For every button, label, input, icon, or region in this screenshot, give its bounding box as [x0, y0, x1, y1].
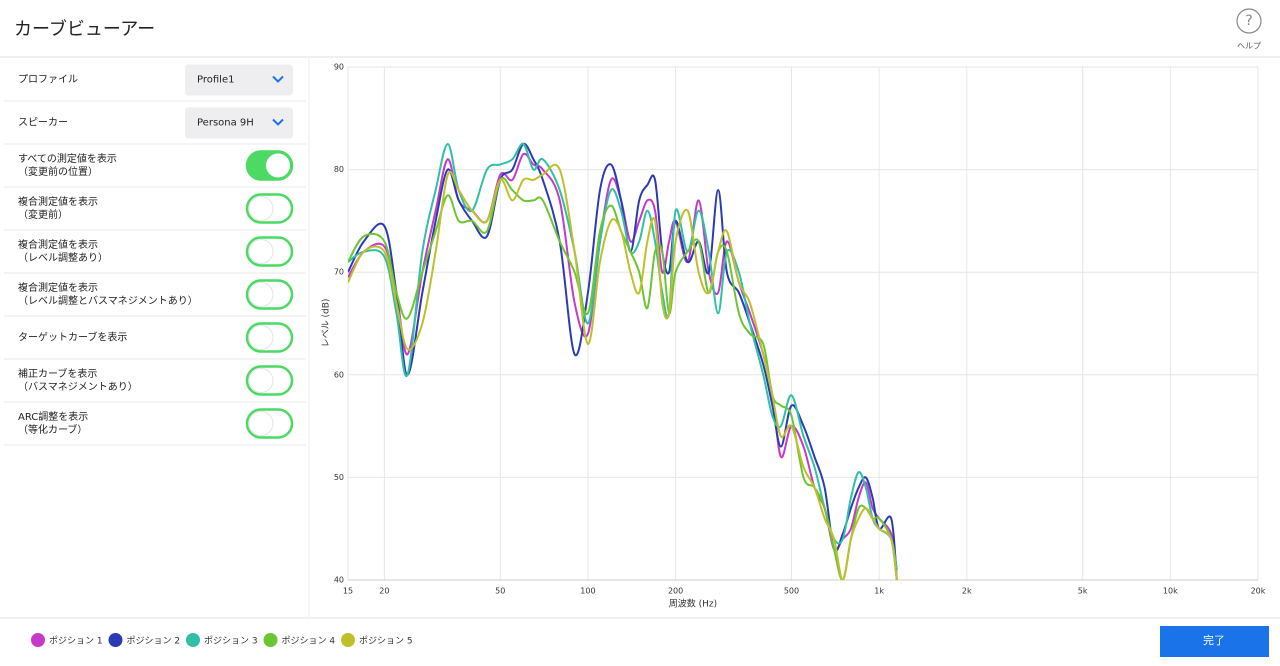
x-axis-label: 周波数 (Hz) — [669, 598, 717, 610]
toggle-knob[interactable] — [266, 153, 290, 178]
y-axis-label: レベル (dB) — [322, 299, 332, 348]
y-tick-label: 80 — [334, 165, 344, 174]
done-button[interactable] — [1160, 626, 1269, 657]
dropdown-value[interactable]: Persona 9H — [197, 118, 254, 129]
dropdown-chevron[interactable] — [272, 75, 284, 83]
help-button[interactable] — [1236, 8, 1262, 34]
x-tick-label: 10k — [1163, 587, 1178, 596]
setting-label: 補正カーブを表示 — [18, 367, 97, 380]
dropdown[interactable] — [185, 107, 293, 139]
x-tick-label: 100 — [580, 587, 595, 596]
toggle-knob[interactable] — [248, 239, 274, 264]
x-tick-label: 20 — [379, 587, 389, 596]
x-tick-label: 2k — [962, 587, 972, 596]
legend-swatch — [186, 633, 200, 647]
legend-swatch — [341, 633, 355, 647]
setting-label: プロファイル — [18, 74, 78, 86]
toggle-knob[interactable] — [248, 411, 274, 436]
x-tick-label: 5k — [1078, 587, 1088, 596]
help-icon[interactable]: ? — [1245, 13, 1252, 29]
legend-swatch — [108, 633, 123, 647]
legend-label: ポジション 3 — [204, 636, 258, 647]
setting-label: （バスマネジメントあり） — [18, 381, 138, 393]
setting-label: ARC調整を表示 — [18, 410, 88, 423]
page-title: カーブビューアー — [14, 18, 155, 40]
legend-swatch — [263, 633, 278, 647]
setting-label: 複合測定値を表示 — [18, 195, 98, 208]
setting-label: 複合測定値を表示 — [18, 281, 98, 294]
y-tick-label: 40 — [334, 576, 344, 585]
legend-label: ポジション 4 — [282, 636, 336, 647]
setting-label: （変更前） — [18, 208, 68, 221]
done-button-label[interactable]: 完了 — [1203, 633, 1225, 647]
legend-label: ポジション 1 — [49, 636, 103, 647]
toggle-knob[interactable] — [248, 282, 274, 307]
series-line — [348, 163, 898, 580]
toggle-knob[interactable] — [248, 368, 274, 393]
setting-label: （変更前の位置） — [18, 165, 98, 178]
toggle-knob[interactable] — [248, 196, 274, 221]
x-tick-label: 1k — [874, 587, 884, 596]
setting-label: （等化カーブ） — [18, 423, 87, 436]
y-tick-label: 50 — [334, 473, 344, 482]
series-line — [348, 142, 898, 580]
x-tick-label: 50 — [495, 587, 505, 596]
x-tick-label: 500 — [784, 587, 799, 596]
y-tick-label: 60 — [334, 370, 344, 379]
dropdown-value[interactable]: Profile1 — [197, 75, 234, 86]
setting-label: スピーカー — [18, 117, 68, 129]
x-tick-label: 15 — [343, 587, 353, 596]
toggle-knob[interactable] — [248, 325, 274, 350]
x-tick-label: 200 — [668, 587, 683, 596]
dropdown-chevron[interactable] — [272, 118, 284, 126]
help-label: ヘルプ — [1237, 42, 1261, 51]
setting-label: （レベル調整あり） — [18, 251, 108, 264]
setting-label: すべての測定値を表示 — [18, 152, 117, 165]
setting-label: ターゲットカーブを表示 — [18, 331, 127, 344]
legend-label: ポジション 2 — [127, 636, 181, 647]
y-tick-label: 70 — [334, 268, 344, 277]
y-tick-label: 90 — [334, 63, 344, 72]
setting-label: （レベル調整とバスマネジメントあり） — [18, 294, 198, 307]
dropdown[interactable] — [185, 64, 293, 96]
x-tick-label: 20k — [1251, 587, 1266, 596]
setting-label: 複合測定値を表示 — [18, 238, 98, 251]
legend-swatch — [31, 633, 45, 647]
legend-label: ポジション 5 — [359, 636, 413, 647]
